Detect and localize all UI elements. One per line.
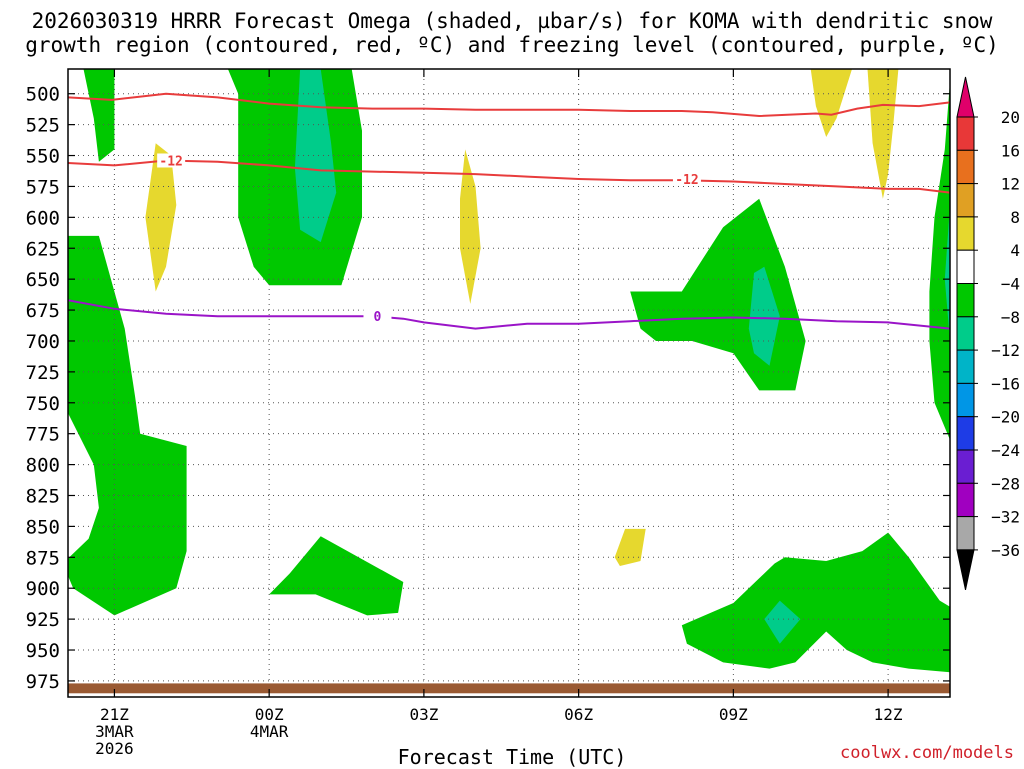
- colorbar: 20 16 12 8 4 −4 −8 −12 −16 −20 −24 −28 −32 −36: [956, 76, 1020, 591]
- y-tick-label-600: 600: [26, 207, 60, 229]
- plot-area: -12 -12 0: [68, 69, 950, 697]
- contour-line-0: [68, 92, 950, 118]
- colorbar-label-1: 16: [1001, 141, 1020, 160]
- omega-region-12: [460, 149, 481, 304]
- y-tick-label-900: 900: [26, 578, 60, 600]
- colorbar-segment-8: [956, 349, 975, 384]
- contour-line-1: [68, 159, 950, 194]
- y-tick-label-550: 550: [26, 146, 60, 168]
- y-tick-label-750: 750: [26, 393, 60, 415]
- colorbar-label-11: −28: [991, 474, 1020, 493]
- x-tick-label-12Z: 12Z: [874, 705, 903, 724]
- contour-line-2: [68, 299, 950, 330]
- colorbar-label-8: −16: [991, 374, 1020, 393]
- omega-region-7: [681, 532, 950, 673]
- colorbar-segment-5: [956, 249, 975, 284]
- omega-region-1: [227, 69, 362, 286]
- chart-title-line-2: growth region (contoured, red, ºC) and f…: [25, 33, 999, 57]
- colorbar-segment-13: [956, 516, 975, 551]
- colorbar-label-9: −20: [991, 408, 1020, 427]
- contour-label-bg-1: [672, 172, 701, 187]
- colorbar-label-0: 20: [1001, 108, 1020, 127]
- omega-region-6: [748, 266, 780, 366]
- colorbar-label-12: −32: [991, 508, 1020, 527]
- omega-region-9: [929, 81, 950, 440]
- x-tick-sublabel-00Z: 4MAR: [250, 722, 289, 741]
- x-tick-label-00Z: 00Z: [255, 705, 284, 724]
- x-tick-sublabel2-21Z: 2026: [95, 739, 134, 758]
- y-tick-label-850: 850: [26, 516, 60, 538]
- plot-frame: [67, 68, 951, 698]
- y-tick-label-725: 725: [26, 362, 60, 384]
- colorbar-segment-12: [956, 482, 975, 518]
- omega-region-13: [614, 528, 646, 566]
- y-tick-label-825: 825: [26, 485, 60, 507]
- y-tick-label-950: 950: [26, 640, 60, 662]
- y-tick-label-500: 500: [26, 84, 60, 106]
- omega-region-15: [867, 69, 899, 199]
- y-tick-label-675: 675: [26, 300, 60, 322]
- y-tick-label-925: 925: [26, 609, 60, 631]
- colorbar-segment-7: [956, 316, 975, 351]
- y-tick-label-700: 700: [26, 331, 60, 353]
- omega-region-11: [145, 143, 177, 292]
- contour-label-bg-2: [363, 309, 392, 324]
- omega-region-2: [294, 69, 337, 243]
- colorbar-label-4: 4: [1010, 241, 1020, 260]
- y-tick-label-775: 775: [26, 424, 60, 446]
- colorbar-label-2: 12: [1001, 175, 1020, 194]
- omega-region-0: [83, 69, 115, 162]
- y-tick-label-875: 875: [26, 547, 60, 569]
- colorbar-segment-6: [956, 283, 975, 318]
- colorbar-segment-9: [956, 382, 975, 418]
- omega-region-14: [810, 69, 852, 137]
- x-tick-label-09Z: 09Z: [719, 705, 748, 724]
- colorbar-label-10: −24: [991, 441, 1020, 460]
- contour-label-1: -12: [675, 173, 698, 188]
- x-tick-label-21Z: 21Z: [100, 705, 129, 724]
- y-tick-label-575: 575: [26, 176, 60, 198]
- credit-link[interactable]: coolwx.com/models: [840, 743, 1014, 763]
- x-axis-title: Forecast Time (UTC): [397, 745, 627, 769]
- chart-title-line-1: 2026030319 HRRR Forecast Omega (shaded, …: [31, 9, 993, 33]
- y-tick-label-975: 975: [26, 671, 60, 693]
- contour-label-2: 0: [374, 310, 382, 325]
- y-tick-label-800: 800: [26, 455, 60, 477]
- colorbar-label-5: −4: [1001, 275, 1020, 294]
- colorbar-segment-2: [956, 149, 975, 185]
- omega-region-10: [944, 205, 950, 341]
- colorbar-segment-4: [956, 216, 975, 251]
- colorbar-arrow-top: [956, 76, 975, 118]
- colorbar-label-7: −12: [991, 341, 1020, 360]
- colorbar-label-13: −36: [991, 541, 1020, 560]
- omega-region-5: [630, 198, 806, 391]
- x-tick-label-06Z: 06Z: [564, 705, 593, 724]
- contour-label-bg-0: [157, 153, 186, 168]
- x-tick-sublabel-21Z: 3MAR: [95, 722, 134, 741]
- colorbar-segment-1: [956, 116, 975, 151]
- omega-region-8: [764, 600, 801, 644]
- x-tick-label-03Z: 03Z: [409, 705, 438, 724]
- omega-region-3: [68, 235, 187, 616]
- colorbar-arrow-bottom: [956, 549, 975, 591]
- y-tick-label-525: 525: [26, 115, 60, 137]
- colorbar-label-3: 8: [1010, 208, 1020, 227]
- colorbar-segment-3: [956, 183, 975, 218]
- y-tick-label-650: 650: [26, 269, 60, 291]
- colorbar-segment-10: [956, 416, 975, 451]
- terrain-strip: [68, 683, 950, 694]
- colorbar-segment-11: [956, 449, 975, 484]
- y-tick-label-625: 625: [26, 238, 60, 260]
- colorbar-label-6: −8: [1001, 308, 1020, 327]
- contour-label-0: -12: [159, 154, 182, 169]
- omega-region-4: [269, 536, 404, 616]
